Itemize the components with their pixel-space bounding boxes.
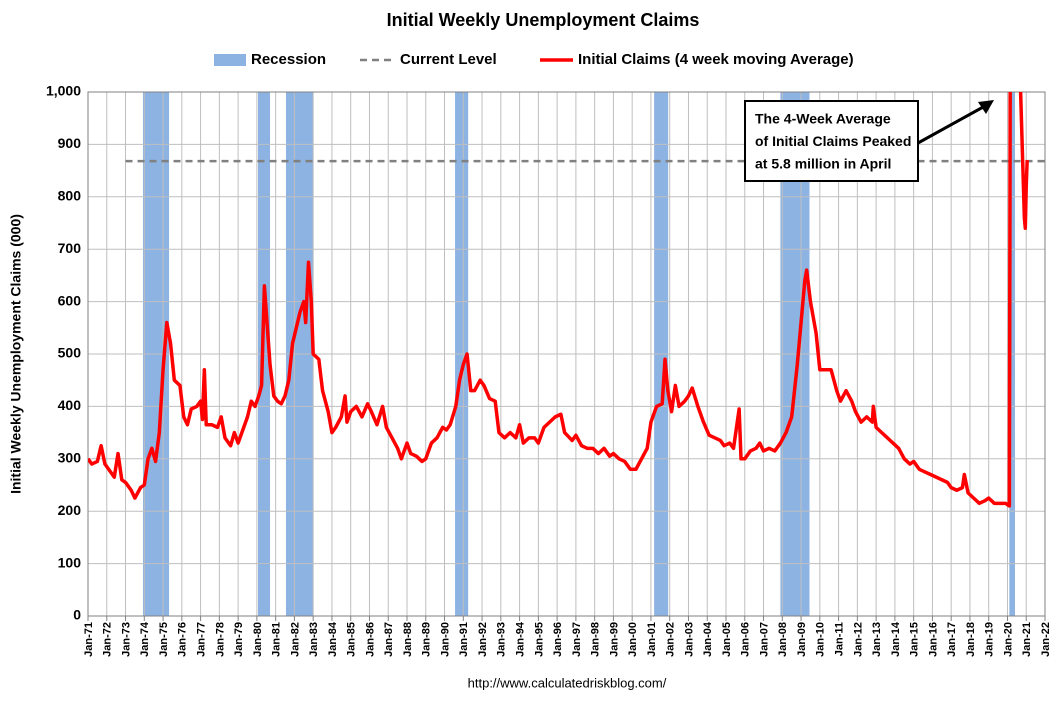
x-tick-label: Jan-20 (1002, 622, 1014, 657)
x-tick-label: Jan-13 (871, 622, 883, 657)
y-tick-label: 800 (58, 188, 82, 204)
x-tick-label: Jan-80 (252, 622, 264, 657)
annotation-text: at 5.8 million in April (755, 156, 891, 172)
y-tick-label: 100 (58, 554, 82, 570)
y-tick-label: 600 (58, 292, 82, 308)
x-tick-label: Jan-93 (496, 622, 508, 657)
source-label: http://www.calculatedriskblog.com/ (468, 675, 667, 690)
plot-border (87, 91, 1046, 617)
x-tick-label: Jan-92 (477, 622, 489, 657)
y-tick-label: 200 (58, 502, 82, 518)
x-tick-label: Jan-91 (458, 622, 470, 657)
x-tick-label: Jan-75 (158, 622, 170, 657)
x-tick-label: Jan-08 (777, 622, 789, 657)
x-tick-label: Jan-74 (139, 621, 151, 657)
y-tick-label: 900 (58, 135, 82, 151)
x-tick-label: Jan-72 (102, 622, 114, 657)
y-tick-label: 500 (58, 345, 82, 361)
x-tick-label: Jan-77 (195, 622, 207, 657)
x-tick-label: Jan-96 (552, 622, 564, 657)
x-tick-label: Jan-94 (514, 621, 526, 657)
x-tick-label: Jan-14 (890, 621, 902, 657)
y-tick-label: 1,000 (46, 83, 81, 99)
x-tick-label: Jan-22 (1040, 622, 1052, 657)
x-tick-label: Jan-21 (1021, 622, 1033, 657)
x-tick-label: Jan-89 (421, 622, 433, 657)
x-tick-label: Jan-17 (946, 622, 958, 657)
y-tick-label: 700 (58, 240, 82, 256)
x-tick-label: Jan-73 (120, 622, 132, 657)
x-tick-label: Jan-90 (439, 622, 451, 657)
legend-label: Current Level (400, 51, 497, 68)
y-axis-label: Initial Weekly Unemployment Claims (000) (8, 214, 24, 494)
y-tick-label: 0 (73, 607, 81, 623)
annotation-text: of Initial Claims Peaked (755, 133, 911, 149)
y-tick-label: 400 (58, 397, 82, 413)
chart-title: Initial Weekly Unemployment Claims (387, 10, 700, 30)
x-tick-label: Jan-05 (721, 622, 733, 657)
line-group (88, 92, 1029, 508)
x-tick-label: Jan-84 (327, 621, 339, 657)
annotation-arrow (917, 104, 986, 145)
legend-label: Recession (251, 51, 326, 68)
x-tick-label: Jan-87 (383, 622, 395, 657)
x-tick-label: Jan-99 (608, 622, 620, 657)
x-tick-label: Jan-09 (796, 622, 808, 657)
x-tick-label: Jan-95 (533, 622, 545, 657)
x-tick-label: Jan-79 (233, 622, 245, 657)
y-tick-label: 300 (58, 450, 82, 466)
x-tick-label: Jan-02 (665, 622, 677, 657)
x-tick-label: Jan-86 (364, 622, 376, 657)
x-tick-label: Jan-11 (833, 622, 845, 656)
x-tick-label: Jan-71 (83, 622, 95, 657)
legend-label: Initial Claims (4 week moving Average) (578, 51, 854, 68)
x-tick-label: Jan-15 (909, 622, 921, 657)
claims-line (88, 92, 1029, 508)
x-tick-label: Jan-88 (402, 622, 414, 657)
x-tick-label: Jan-76 (177, 622, 189, 657)
annotation-arrowhead (978, 100, 994, 114)
x-tick-label: Jan-85 (346, 622, 358, 657)
x-tick-label: Jan-00 (627, 622, 639, 657)
x-tick-label: Jan-19 (984, 622, 996, 657)
x-tick-label: Jan-81 (271, 622, 283, 657)
legend-swatch (214, 54, 246, 66)
x-tick-label: Jan-10 (815, 622, 827, 657)
x-tick-label: Jan-82 (289, 622, 301, 657)
x-tick-label: Jan-98 (590, 622, 602, 657)
x-tick-label: Jan-97 (571, 622, 583, 657)
x-tick-label: Jan-18 (965, 622, 977, 657)
x-tick-label: Jan-16 (927, 622, 939, 657)
x-tick-label: Jan-06 (740, 622, 752, 657)
x-tick-label: Jan-78 (214, 622, 226, 657)
x-tick-label: Jan-83 (308, 622, 320, 657)
x-tick-label: Jan-04 (702, 621, 714, 657)
x-tick-label: Jan-07 (758, 622, 770, 657)
x-tick-label: Jan-12 (852, 622, 864, 657)
annotation-text: The 4-Week Average (755, 111, 891, 127)
x-tick-label: Jan-01 (646, 622, 658, 657)
annotation-box (744, 100, 919, 182)
x-tick-label: Jan-03 (683, 622, 695, 657)
